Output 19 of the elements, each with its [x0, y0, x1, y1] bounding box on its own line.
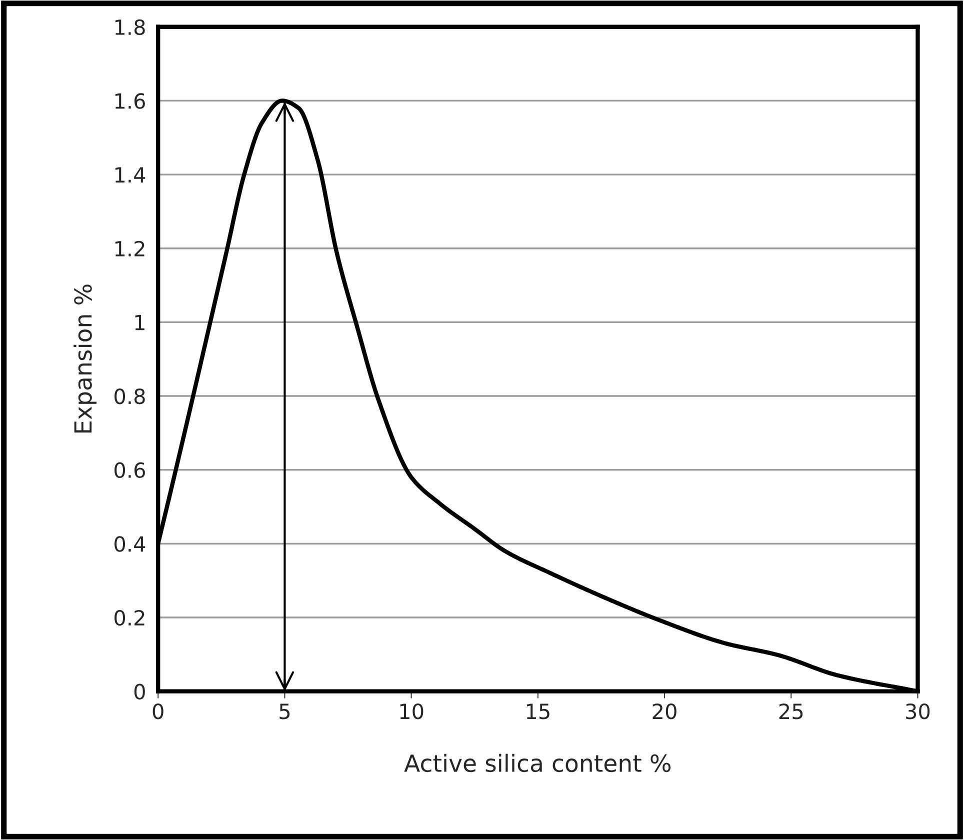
x-tick-label: 15	[526, 704, 550, 720]
y-axis-title: Expansion %	[74, 284, 96, 433]
x-tick-label: 20	[652, 703, 676, 720]
y-tick-label: 0.6	[114, 462, 145, 478]
y-tick-label: 0.8	[114, 388, 145, 404]
y-tick-label: 0	[134, 684, 145, 700]
x-tick-label: 10	[400, 703, 424, 720]
y-tick-label: 1	[135, 314, 144, 330]
y-tick-label: 1.2	[115, 240, 144, 256]
y-tick-label: 0.2	[114, 610, 144, 626]
y-tick-label: 1.8	[115, 19, 145, 36]
x-tick-label: 0	[152, 703, 164, 720]
x-tick-label: 30	[906, 703, 930, 720]
y-tick-label: 1.4	[115, 167, 146, 182]
y-tick-label: 1.6	[115, 93, 145, 109]
y-tick-label: 0.4	[114, 536, 146, 552]
x-tick-label: 25	[779, 703, 803, 720]
x-tick-label: 5	[280, 704, 290, 720]
x-axis-title: Active silica content %	[404, 754, 671, 772]
